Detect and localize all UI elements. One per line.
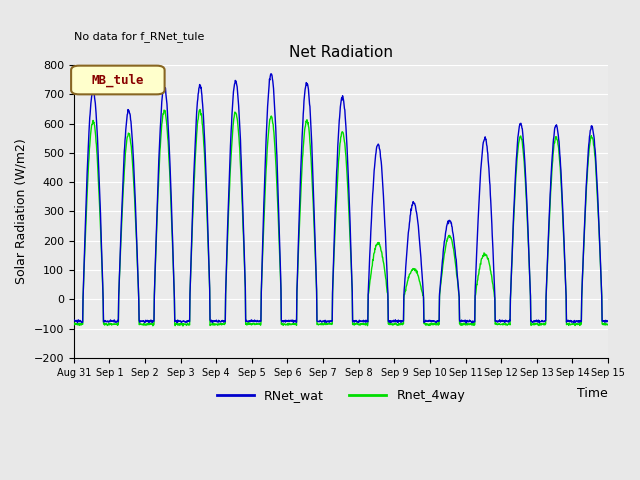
Rnet_4way <box>604 322 612 327</box>
RNet_wat <box>424 319 432 324</box>
RNet_wat <box>70 317 77 323</box>
RNet_wat <box>267 71 275 77</box>
Rnet_4way <box>249 320 257 326</box>
Rnet_4way <box>176 323 184 328</box>
Y-axis label: Solar Radiation (W/m2): Solar Radiation (W/m2) <box>15 139 28 284</box>
RNet_wat <box>541 318 549 324</box>
Line: Rnet_4way: Rnet_4way <box>74 109 608 326</box>
Rnet_4way <box>541 321 549 327</box>
Text: MB_tule: MB_tule <box>92 73 145 87</box>
Rnet_4way <box>196 107 204 112</box>
Rnet_4way <box>494 321 502 327</box>
Rnet_4way <box>424 323 432 328</box>
X-axis label: Time: Time <box>577 387 607 400</box>
RNet_wat <box>189 208 196 214</box>
RNet_wat <box>604 319 612 324</box>
RNet_wat <box>494 319 502 324</box>
Title: Net Radiation: Net Radiation <box>289 45 393 60</box>
Rnet_4way <box>70 321 77 327</box>
RNet_wat <box>176 318 184 324</box>
FancyBboxPatch shape <box>71 66 164 95</box>
Text: No data for f_RNet_tule: No data for f_RNet_tule <box>74 31 204 42</box>
RNet_wat <box>248 318 256 324</box>
Line: RNet_wat: RNet_wat <box>74 74 608 323</box>
Legend: RNet_wat, Rnet_4way: RNet_wat, Rnet_4way <box>212 384 470 407</box>
RNet_wat <box>462 320 470 326</box>
Rnet_4way <box>189 209 197 215</box>
Rnet_4way <box>179 323 187 329</box>
